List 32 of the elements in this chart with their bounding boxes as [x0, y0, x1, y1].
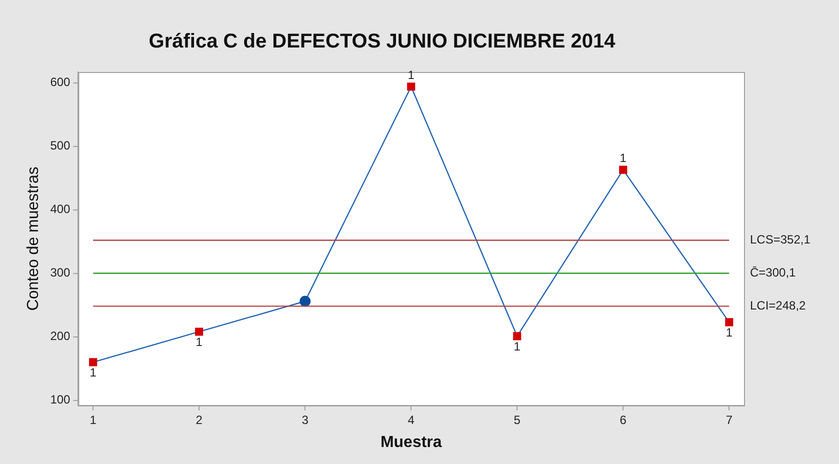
- y-tick-label: 100: [50, 392, 71, 407]
- y-tick-label: 200: [50, 329, 71, 344]
- ref-line-label: C̄=300,1: [750, 266, 796, 280]
- x-axis-title: Muestra: [380, 434, 442, 451]
- x-tick-label: 5: [514, 412, 521, 427]
- point: [300, 296, 311, 307]
- y-tick-label: 500: [50, 138, 71, 153]
- x-tick-label: 2: [196, 412, 203, 427]
- annotation: 1: [514, 339, 521, 354]
- y-tick-label: 300: [50, 266, 71, 280]
- point: [195, 328, 204, 336]
- ref-line-label: LCI=248,2: [750, 298, 806, 313]
- x-tick-label: 4: [408, 412, 415, 427]
- x-tick-label: 1: [90, 412, 97, 427]
- point: [513, 332, 522, 340]
- y-axis-title: Conteo de muestras: [25, 166, 42, 311]
- chart-title: Gráfica C de DEFECTOS JUNIO DICIEMBRE 2014: [148, 30, 616, 53]
- annotation: 1: [196, 335, 203, 350]
- ref-line-label: LCS=352,1: [750, 232, 811, 247]
- point: [725, 318, 734, 326]
- x-tick-label: 3: [302, 412, 309, 427]
- y-tick-label: 600: [50, 75, 71, 90]
- x-tick-label: 6: [620, 412, 627, 427]
- annotation: 1: [726, 326, 733, 340]
- point: [89, 358, 98, 366]
- y-tick-label: 400: [50, 202, 71, 216]
- annotation: 1: [408, 68, 415, 82]
- x-tick-label: 7: [726, 412, 733, 427]
- annotation: 1: [620, 151, 627, 166]
- point: [619, 166, 628, 174]
- annotation: 1: [90, 366, 97, 380]
- point: [407, 82, 416, 91]
